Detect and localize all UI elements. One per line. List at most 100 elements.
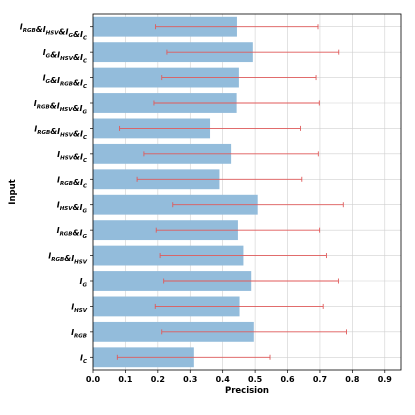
label-separator: & bbox=[50, 102, 57, 111]
label-symbol: I bbox=[57, 76, 60, 85]
label-symbol: I bbox=[80, 53, 83, 62]
label-subscript: C bbox=[83, 135, 87, 141]
y-tick-label: IG&IRGB&IC bbox=[43, 74, 87, 91]
label-subscript: C bbox=[83, 59, 87, 65]
y-tick-label: IC bbox=[80, 353, 87, 365]
label-subscript: G bbox=[46, 54, 51, 60]
label-subscript: G bbox=[82, 283, 87, 289]
bar-layer bbox=[93, 16, 258, 368]
label-symbol: I bbox=[80, 104, 83, 113]
x-tick-label: 0.0 bbox=[86, 375, 101, 384]
y-tick-label: IHSV bbox=[71, 302, 88, 314]
label-subscript: HSV bbox=[74, 260, 88, 266]
label-separator: & bbox=[73, 178, 80, 187]
label-symbol: I bbox=[57, 201, 60, 210]
label-symbol: I bbox=[80, 203, 83, 212]
label-subscript: HSV bbox=[46, 31, 60, 37]
label-symbol: I bbox=[57, 51, 60, 60]
label-separator: & bbox=[73, 229, 80, 238]
y-tick-label: IRGB bbox=[71, 328, 87, 340]
label-symbol: I bbox=[80, 30, 83, 39]
label-symbol: I bbox=[80, 178, 83, 187]
x-tick-labels: 0.0 0.1 0.2 0.3 0.4 0.5 0.6 0.7 0.8 0.9 bbox=[86, 370, 392, 384]
label-separator: & bbox=[50, 51, 57, 60]
y-tick-label: IRGB&IHSV&IC bbox=[34, 124, 87, 141]
label-separator: & bbox=[36, 25, 43, 34]
label-subscript: RGB bbox=[23, 28, 36, 34]
label-symbol: I bbox=[71, 254, 74, 263]
label-subscript: G bbox=[82, 110, 87, 116]
label-symbol: I bbox=[80, 353, 83, 362]
label-subscript: HSV bbox=[60, 206, 74, 212]
label-separator: & bbox=[73, 79, 80, 88]
y-tick-labels: IRGB&IHSV&IG&ICIG&IHSV&ICIG&IRGB&ICIRGB&… bbox=[20, 23, 93, 365]
label-subscript: RGB bbox=[60, 82, 73, 88]
y-tick-label: IG bbox=[80, 277, 88, 289]
label-subscript: C bbox=[83, 84, 87, 90]
label-symbol: I bbox=[80, 277, 83, 286]
label-subscript: C bbox=[83, 359, 87, 365]
x-tick-label: 0.7 bbox=[313, 375, 327, 384]
label-symbol: I bbox=[48, 252, 51, 261]
x-tick-label: 0.2 bbox=[151, 375, 165, 384]
label-subscript: RGB bbox=[37, 130, 50, 136]
label-subscript: RGB bbox=[60, 181, 73, 187]
label-subscript: HSV bbox=[60, 107, 74, 113]
label-subscript: G bbox=[68, 33, 73, 39]
error-bar-layer bbox=[116, 24, 347, 360]
label-subscript: G bbox=[82, 234, 87, 240]
label-symbol: I bbox=[57, 175, 60, 184]
y-axis-title: Input bbox=[8, 179, 18, 204]
y-tick-label: IRGB&IHSV&IG&IC bbox=[20, 23, 87, 42]
label-subscript: C bbox=[83, 183, 87, 189]
label-subscript: HSV bbox=[60, 155, 74, 161]
label-subscript: HSV bbox=[74, 308, 88, 314]
label-symbol: I bbox=[71, 328, 74, 337]
label-separator: & bbox=[64, 254, 71, 263]
x-tick-label: 0.9 bbox=[378, 375, 393, 384]
label-subscript: G bbox=[82, 209, 87, 215]
label-separator: & bbox=[73, 203, 80, 212]
label-symbol: I bbox=[43, 48, 46, 57]
label-symbol: I bbox=[43, 74, 46, 83]
label-symbol: I bbox=[80, 79, 83, 88]
label-subscript: G bbox=[46, 79, 51, 85]
label-subscript: HSV bbox=[60, 132, 74, 138]
label-symbol: I bbox=[80, 152, 83, 161]
grid-layer bbox=[92, 14, 401, 370]
x-tick-label: 0.8 bbox=[345, 375, 360, 384]
x-tick-label: 0.6 bbox=[280, 375, 295, 384]
label-symbol: I bbox=[34, 99, 37, 108]
label-subscript: RGB bbox=[37, 105, 50, 111]
y-tick-label: IG&IHSV&IC bbox=[43, 48, 87, 64]
label-symbol: I bbox=[57, 150, 60, 159]
label-subscript: RGB bbox=[74, 333, 87, 339]
x-axis-title: Precision bbox=[225, 386, 269, 396]
x-tick-label: 0.3 bbox=[183, 375, 197, 384]
y-tick-label: IRGB&IC bbox=[57, 175, 87, 189]
label-symbol: I bbox=[80, 129, 83, 138]
x-tick-label: 0.1 bbox=[118, 375, 133, 384]
y-tick-label: IRGB&IHSV bbox=[48, 252, 87, 266]
label-separator: & bbox=[73, 53, 80, 62]
label-symbol: I bbox=[57, 226, 60, 235]
y-tick-label: IHSV&IG bbox=[57, 201, 88, 215]
label-symbol: I bbox=[80, 229, 83, 238]
label-separator: & bbox=[59, 28, 66, 37]
label-symbol: I bbox=[71, 302, 74, 311]
label-separator: & bbox=[73, 152, 80, 161]
label-subscript: HSV bbox=[60, 56, 74, 62]
label-separator: & bbox=[50, 127, 57, 136]
y-tick-label: IRGB&IG bbox=[57, 226, 88, 240]
label-subscript: C bbox=[83, 36, 87, 42]
label-subscript: RGB bbox=[51, 257, 64, 263]
label-symbol: I bbox=[57, 102, 60, 111]
label-separator: & bbox=[50, 76, 57, 85]
label-symbol: I bbox=[20, 23, 23, 32]
label-separator: & bbox=[73, 104, 80, 113]
label-symbol: I bbox=[43, 25, 46, 34]
plot-frame bbox=[92, 13, 402, 371]
label-symbol: I bbox=[65, 28, 68, 37]
